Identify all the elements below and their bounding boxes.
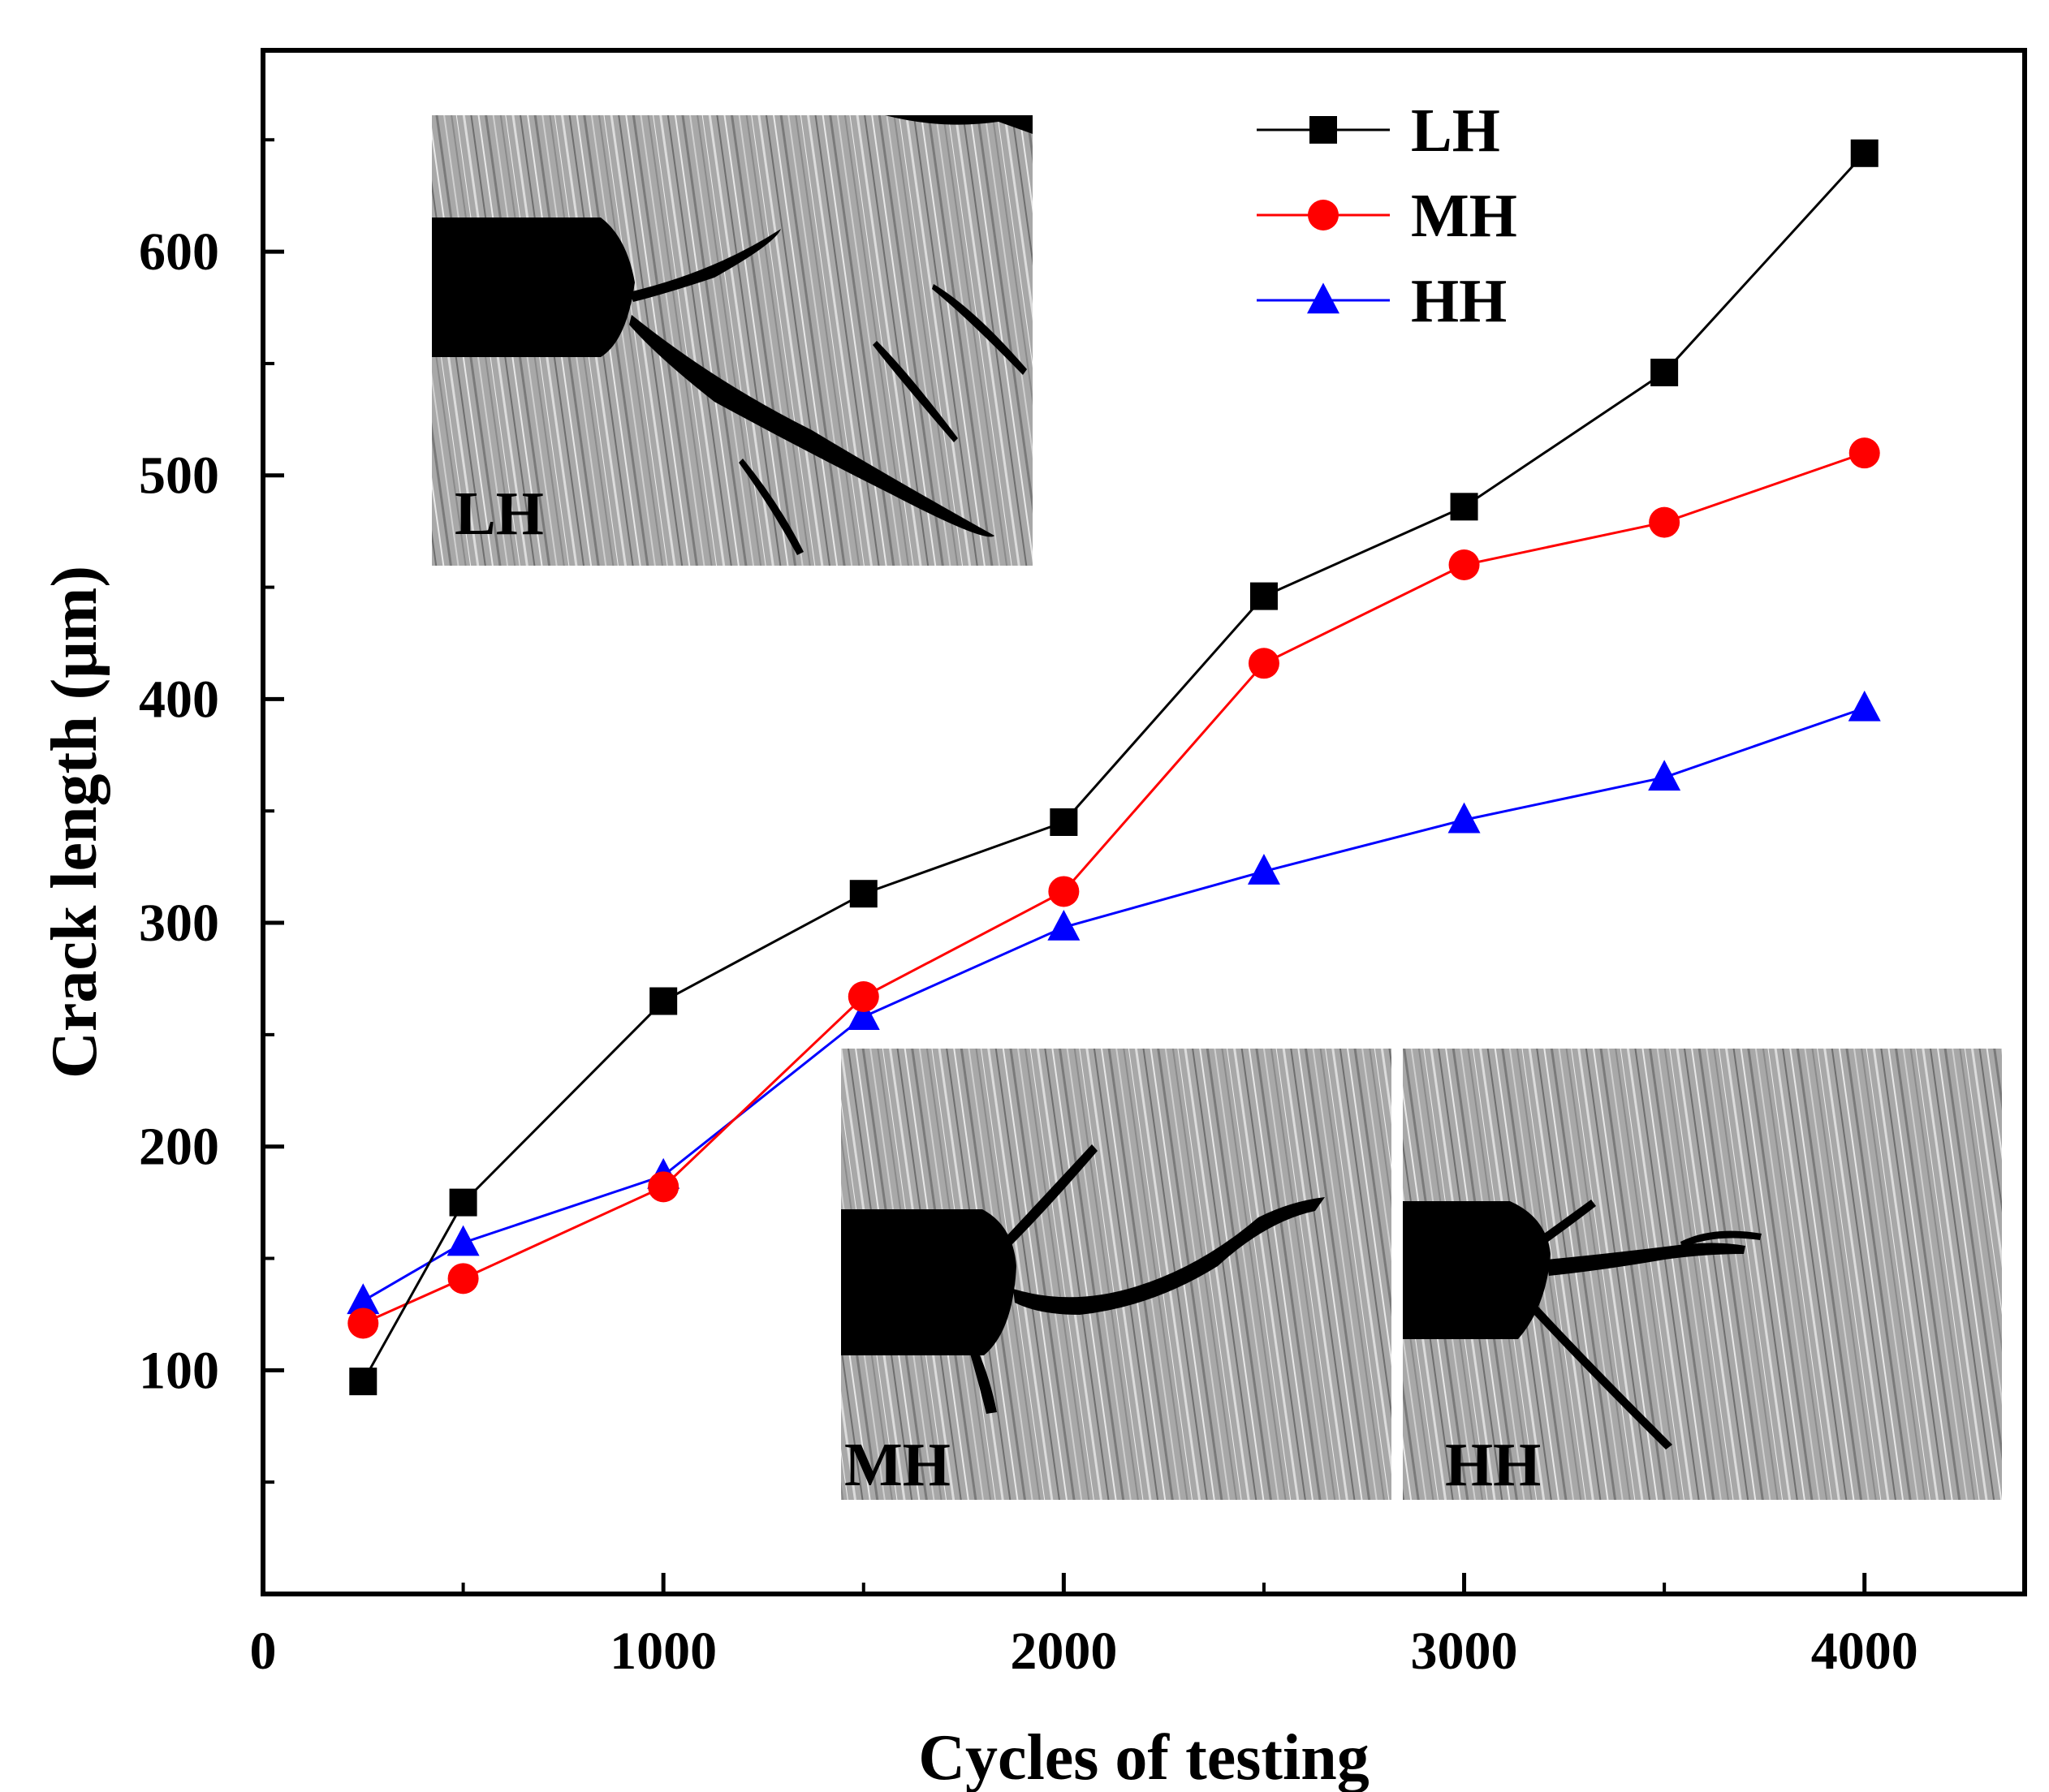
inset-mh: MH xyxy=(841,1049,1391,1500)
legend-label-lh: LH xyxy=(1411,97,1500,165)
y-tick-label: 500 xyxy=(139,446,219,506)
inset-hh: HH xyxy=(1403,1049,2002,1500)
data-point-mh xyxy=(347,1307,379,1339)
data-point-lh xyxy=(849,880,878,908)
y-tick-label: 100 xyxy=(139,1341,219,1400)
inset-mh-label: MH xyxy=(844,1431,951,1499)
data-point-hh xyxy=(1848,690,1881,722)
data-point-mh xyxy=(447,1263,479,1294)
data-point-mh xyxy=(848,981,879,1013)
data-point-mh xyxy=(1848,437,1880,469)
y-tick-label: 300 xyxy=(139,894,219,953)
data-point-mh xyxy=(1048,876,1080,907)
data-point-mh xyxy=(1248,648,1279,679)
x-tick-label: 3000 xyxy=(1411,1622,1518,1681)
axis-ticks xyxy=(261,138,1867,1594)
data-point-mh xyxy=(648,1171,679,1203)
data-point-lh xyxy=(1249,582,1278,610)
data-point-hh xyxy=(847,999,880,1031)
data-point-lh xyxy=(1850,139,1879,167)
inset-hh-label: HH xyxy=(1445,1431,1541,1499)
legend: LH MH HH xyxy=(1257,97,1517,335)
x-tick-label: 0 xyxy=(250,1622,277,1681)
inset-lh-label: LH xyxy=(455,480,544,548)
inset-separator xyxy=(1391,1049,1403,1500)
data-point-lh xyxy=(649,987,678,1015)
inset-lh: LH xyxy=(432,115,1033,566)
legend-marker-lh xyxy=(1309,116,1337,144)
y-tick-label: 200 xyxy=(139,1118,219,1177)
series-markers xyxy=(347,139,1881,1396)
x-tick-label: 2000 xyxy=(1010,1622,1117,1681)
data-point-hh xyxy=(347,1283,380,1315)
legend-label-hh: HH xyxy=(1411,267,1507,335)
data-point-lh xyxy=(1450,493,1478,521)
data-point-mh xyxy=(1448,549,1480,580)
x-tick-label: 4000 xyxy=(1811,1622,1918,1681)
y-tick-label: 600 xyxy=(139,222,219,282)
data-point-hh xyxy=(1447,802,1481,834)
data-point-hh xyxy=(1648,760,1681,791)
data-point-lh xyxy=(449,1188,477,1217)
y-axis-title: Crack length (μm) xyxy=(39,566,110,1079)
data-point-hh xyxy=(1247,854,1280,885)
plot-frame xyxy=(261,48,2027,1596)
x-tick-label: 1000 xyxy=(610,1622,717,1681)
legend-label-mh: MH xyxy=(1411,182,1517,250)
data-point-mh xyxy=(1649,506,1680,538)
y-tick-label: 400 xyxy=(139,670,219,729)
data-point-lh xyxy=(1650,358,1679,386)
legend-marker-mh xyxy=(1308,200,1339,230)
legend-marker-hh xyxy=(1307,282,1339,314)
tick-labels: 0 1000 2000 3000 4000 100 200 300 400 500 600 xyxy=(139,222,1918,1681)
x-axis-title: Cycles of testing xyxy=(918,1722,1369,1792)
data-point-lh xyxy=(349,1368,377,1396)
data-point-hh xyxy=(1047,909,1081,941)
data-point-hh xyxy=(446,1225,480,1256)
data-point-lh xyxy=(1050,808,1078,836)
